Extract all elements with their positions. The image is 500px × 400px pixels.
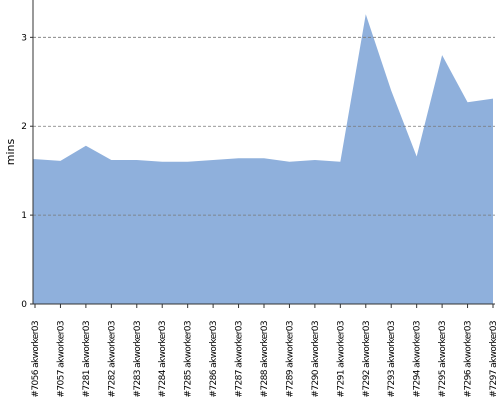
x-tick-label: #7056 akworker03 [31, 321, 41, 398]
x-tick-label: #7283 akworker03 [133, 321, 143, 398]
x-tick-label: #7287 akworker03 [235, 321, 245, 398]
y-axis-label: mins [4, 138, 17, 165]
x-tick-label: #7294 akworker03 [413, 321, 423, 398]
x-tick-label: #7281 akworker03 [82, 321, 92, 398]
y-tick-label: 1 [21, 211, 27, 221]
x-tick-label: #7290 akworker03 [311, 321, 321, 398]
x-tick-label: #7284 akworker03 [158, 321, 168, 398]
x-tick-label: #7293 akworker03 [387, 321, 397, 398]
x-tick-label: #7057 akworker03 [56, 321, 66, 398]
x-tick-label: #7292 akworker03 [362, 321, 372, 398]
y-tick-label: 2 [21, 122, 27, 132]
y-tick-label: 3 [21, 33, 27, 43]
x-tick-label: #7295 akworker03 [438, 321, 448, 398]
x-tick-label: #7286 akworker03 [209, 321, 219, 398]
x-tick-label: #7296 akworker03 [464, 321, 474, 398]
area [33, 14, 493, 304]
x-tick-label: #7282 akworker03 [107, 321, 117, 398]
x-tick-label: #7291 akworker03 [336, 321, 346, 398]
x-tick-label: #7297 akworker03 [489, 321, 499, 398]
y-tick-label: 0 [21, 300, 27, 310]
x-tick-label: #7288 akworker03 [260, 321, 270, 398]
x-tick-label: #7289 akworker03 [285, 321, 295, 398]
x-tick-label: #7285 akworker03 [184, 321, 194, 398]
